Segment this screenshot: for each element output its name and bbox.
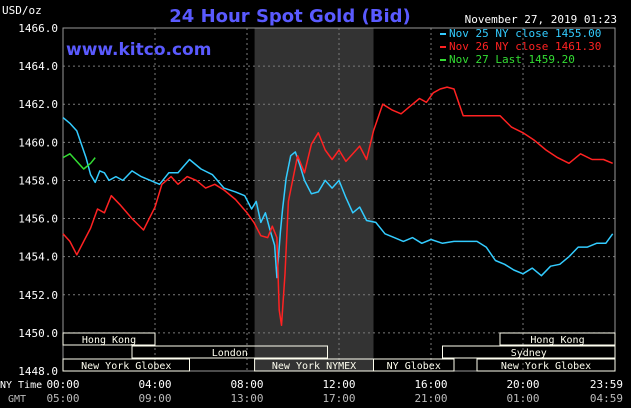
chart-timestamp: November 27, 2019 01:23: [465, 13, 617, 26]
session-bar: [62, 332, 156, 346]
session-bar: [131, 345, 328, 359]
y-tick-label: 1462.0: [18, 98, 58, 111]
watermark-url: www.kitco.com: [66, 40, 211, 60]
x-tick-label: 04:59: [590, 392, 623, 405]
session-label: Hong Kong: [82, 335, 136, 346]
session-label: NY Globex: [387, 361, 441, 372]
x-tick-label: 04:00: [138, 378, 171, 391]
x-tick-label: 13:00: [230, 392, 263, 405]
x-tick-label: 09:00: [138, 392, 171, 405]
y-tick-label: 1454.0: [18, 251, 58, 264]
x-tick-label: 20:00: [506, 378, 539, 391]
x-tick-label: 01:00: [506, 392, 539, 405]
x-axis-row-label-gmt: GMT: [8, 394, 26, 405]
x-tick-label: 21:00: [414, 392, 447, 405]
y-tick-label: 1456.0: [18, 213, 58, 226]
y-tick-label: 1466.0: [18, 22, 58, 35]
session-label: New York Globex: [501, 361, 591, 372]
x-axis-row-label-ny-time: NY Time: [0, 380, 42, 391]
series-line-1: [62, 86, 613, 327]
x-tick-label: 05:00: [46, 392, 79, 405]
price-series: [62, 86, 614, 327]
y-tick-label: 1458.0: [18, 174, 58, 187]
session-bar: [62, 358, 190, 372]
x-tick-label: 16:00: [414, 378, 447, 391]
session-bar: [442, 345, 616, 359]
x-tick-label: 00:00: [46, 378, 79, 391]
chart-title: 24 Hour Spot Gold (Bid): [169, 6, 410, 27]
x-axis-tick-labels: 00:00 04:00 08:00 12:00 16:00 20:00 23:59 05:00…: [46, 378, 623, 405]
session-label: Hong Kong: [530, 335, 584, 346]
nymex-session-shade: [254, 28, 374, 371]
session-label: New York NYMEX: [272, 361, 356, 372]
x-tick-label: 08:00: [230, 378, 263, 391]
series-line-2: [62, 153, 96, 170]
session-label: New York Globex: [81, 361, 171, 372]
y-tick-label: 1448.0: [18, 365, 58, 378]
y-tick-label: 1452.0: [18, 289, 58, 302]
x-tick-label: 23:59: [590, 378, 623, 391]
y-axis-tick-labels: 1466.0 1464.0 1462.0 1460.0 1458.0 1456.0 1454…: [18, 22, 58, 378]
session-label: London: [212, 348, 248, 359]
session-bar: [499, 332, 616, 346]
session-bar: [476, 358, 616, 372]
legend-entry: Nov 27 Last 1459.20: [449, 53, 575, 66]
session-label: Sydney: [511, 348, 547, 359]
x-tick-label: 12:00: [322, 378, 355, 391]
series-line-0: [62, 117, 614, 279]
legend-entry: Nov 26 NY close 1461.30: [449, 40, 601, 53]
y-axis-unit-label: USD/oz: [2, 4, 42, 17]
legend-entry: Nov 25 NY close 1455.00: [449, 27, 601, 40]
x-tick-label: 17:00: [322, 392, 355, 405]
trading-session-bars: Hong Kong Hong Kong London Sydney New York G…: [62, 332, 616, 372]
y-tick-label: 1450.0: [18, 327, 58, 340]
y-tick-label: 1460.0: [18, 136, 58, 149]
session-bar: [373, 358, 455, 372]
y-tick-label: 1464.0: [18, 60, 58, 73]
